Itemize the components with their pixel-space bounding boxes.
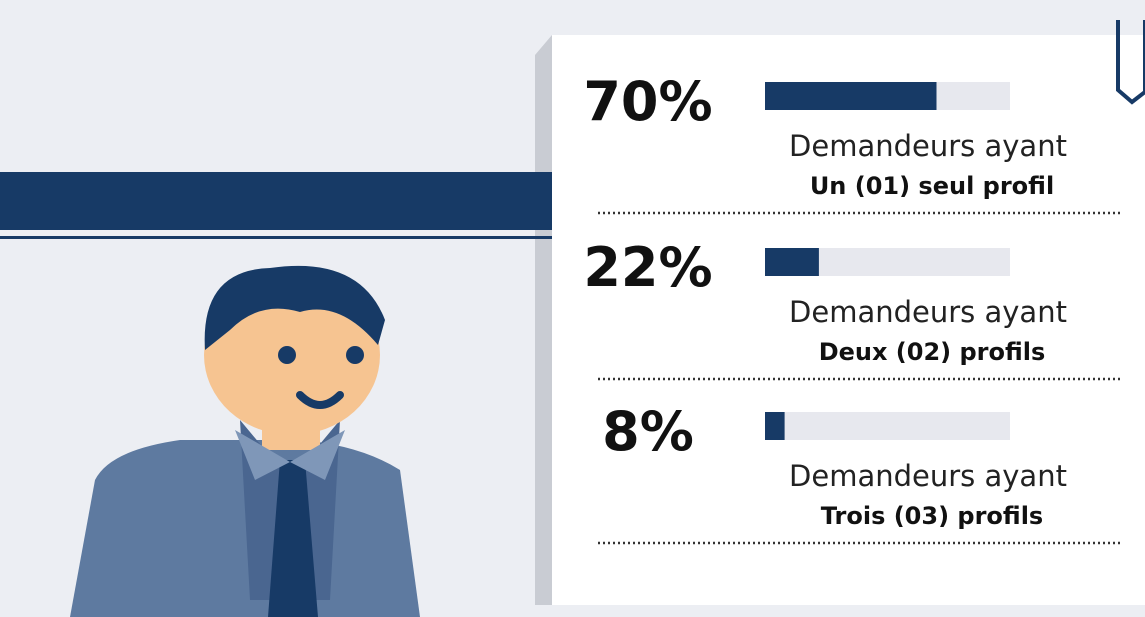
caption: Demandeurs ayant: [789, 129, 1067, 163]
category-label: Un (01) seul profil: [810, 172, 1054, 200]
caption: Demandeurs ayant: [789, 459, 1067, 493]
caption: Demandeurs ayant: [789, 295, 1067, 329]
category-label: Trois (03) profils: [821, 502, 1043, 530]
category-label: Deux (02) profils: [819, 338, 1046, 366]
banner: [0, 172, 552, 230]
value-label: 70%: [583, 70, 712, 133]
person: [70, 266, 420, 617]
value-label: 22%: [583, 236, 712, 299]
bar: [765, 248, 819, 276]
infographic: 70% Demandeurs ayant Un (01) seul profil 22…: [0, 0, 1145, 617]
bar: [765, 82, 937, 110]
card-shadow: [535, 35, 552, 605]
bar: [765, 412, 785, 440]
banner-line: [0, 236, 552, 239]
bar-track: [765, 412, 1010, 440]
value-label: 8%: [602, 400, 694, 463]
